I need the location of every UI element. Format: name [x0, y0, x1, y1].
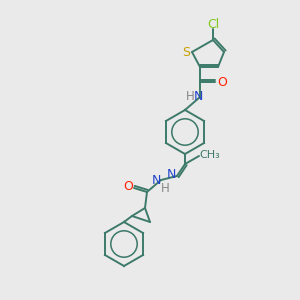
Text: O: O — [217, 76, 227, 88]
Text: N: N — [151, 173, 161, 187]
Text: O: O — [123, 179, 133, 193]
Text: N: N — [193, 91, 203, 103]
Text: S: S — [182, 46, 190, 59]
Text: H: H — [186, 91, 194, 103]
Text: N: N — [166, 169, 176, 182]
Text: H: H — [160, 182, 169, 194]
Text: Cl: Cl — [207, 17, 219, 31]
Text: CH₃: CH₃ — [200, 150, 220, 160]
